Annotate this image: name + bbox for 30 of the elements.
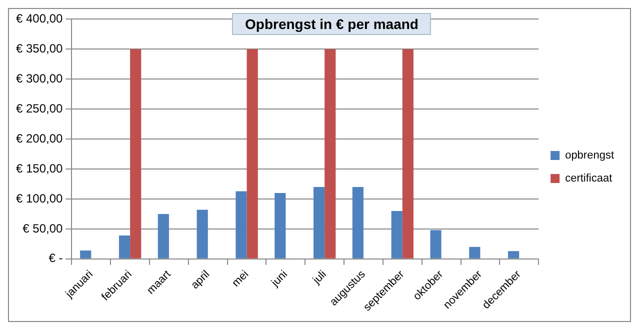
bar xyxy=(158,214,169,258)
bar xyxy=(314,187,325,258)
legend-label: opbrengst xyxy=(565,150,614,162)
y-tick-label: € 350,00 xyxy=(16,41,64,56)
bar xyxy=(324,49,336,258)
y-tick-label: € 400,00 xyxy=(16,12,64,26)
bar xyxy=(391,210,402,258)
chart-title: Opbrengst in € per maand xyxy=(232,13,432,35)
y-tick-label: € 100,00 xyxy=(16,191,64,206)
y-tick-label: € - xyxy=(48,251,63,266)
y-tick-label: € 200,00 xyxy=(16,131,64,146)
bar xyxy=(246,49,258,258)
bar xyxy=(469,246,480,258)
y-tick-label: € 150,00 xyxy=(16,161,64,176)
bar xyxy=(402,49,414,258)
bar xyxy=(508,251,520,258)
bar xyxy=(274,192,286,258)
bar xyxy=(196,210,208,258)
bar xyxy=(118,236,130,258)
x-tick-label: mei xyxy=(230,268,252,290)
bar xyxy=(352,187,364,258)
y-tick-label: € 300,00 xyxy=(16,71,64,86)
bar xyxy=(80,250,92,258)
bar xyxy=(236,191,247,258)
bar xyxy=(430,230,442,258)
legend-label: certificaat xyxy=(565,172,612,185)
y-tick-label: € 250,00 xyxy=(16,101,64,116)
y-tick-label: € 50,00 xyxy=(22,221,64,236)
bar xyxy=(130,49,142,258)
x-tick-label: juli xyxy=(310,268,329,288)
